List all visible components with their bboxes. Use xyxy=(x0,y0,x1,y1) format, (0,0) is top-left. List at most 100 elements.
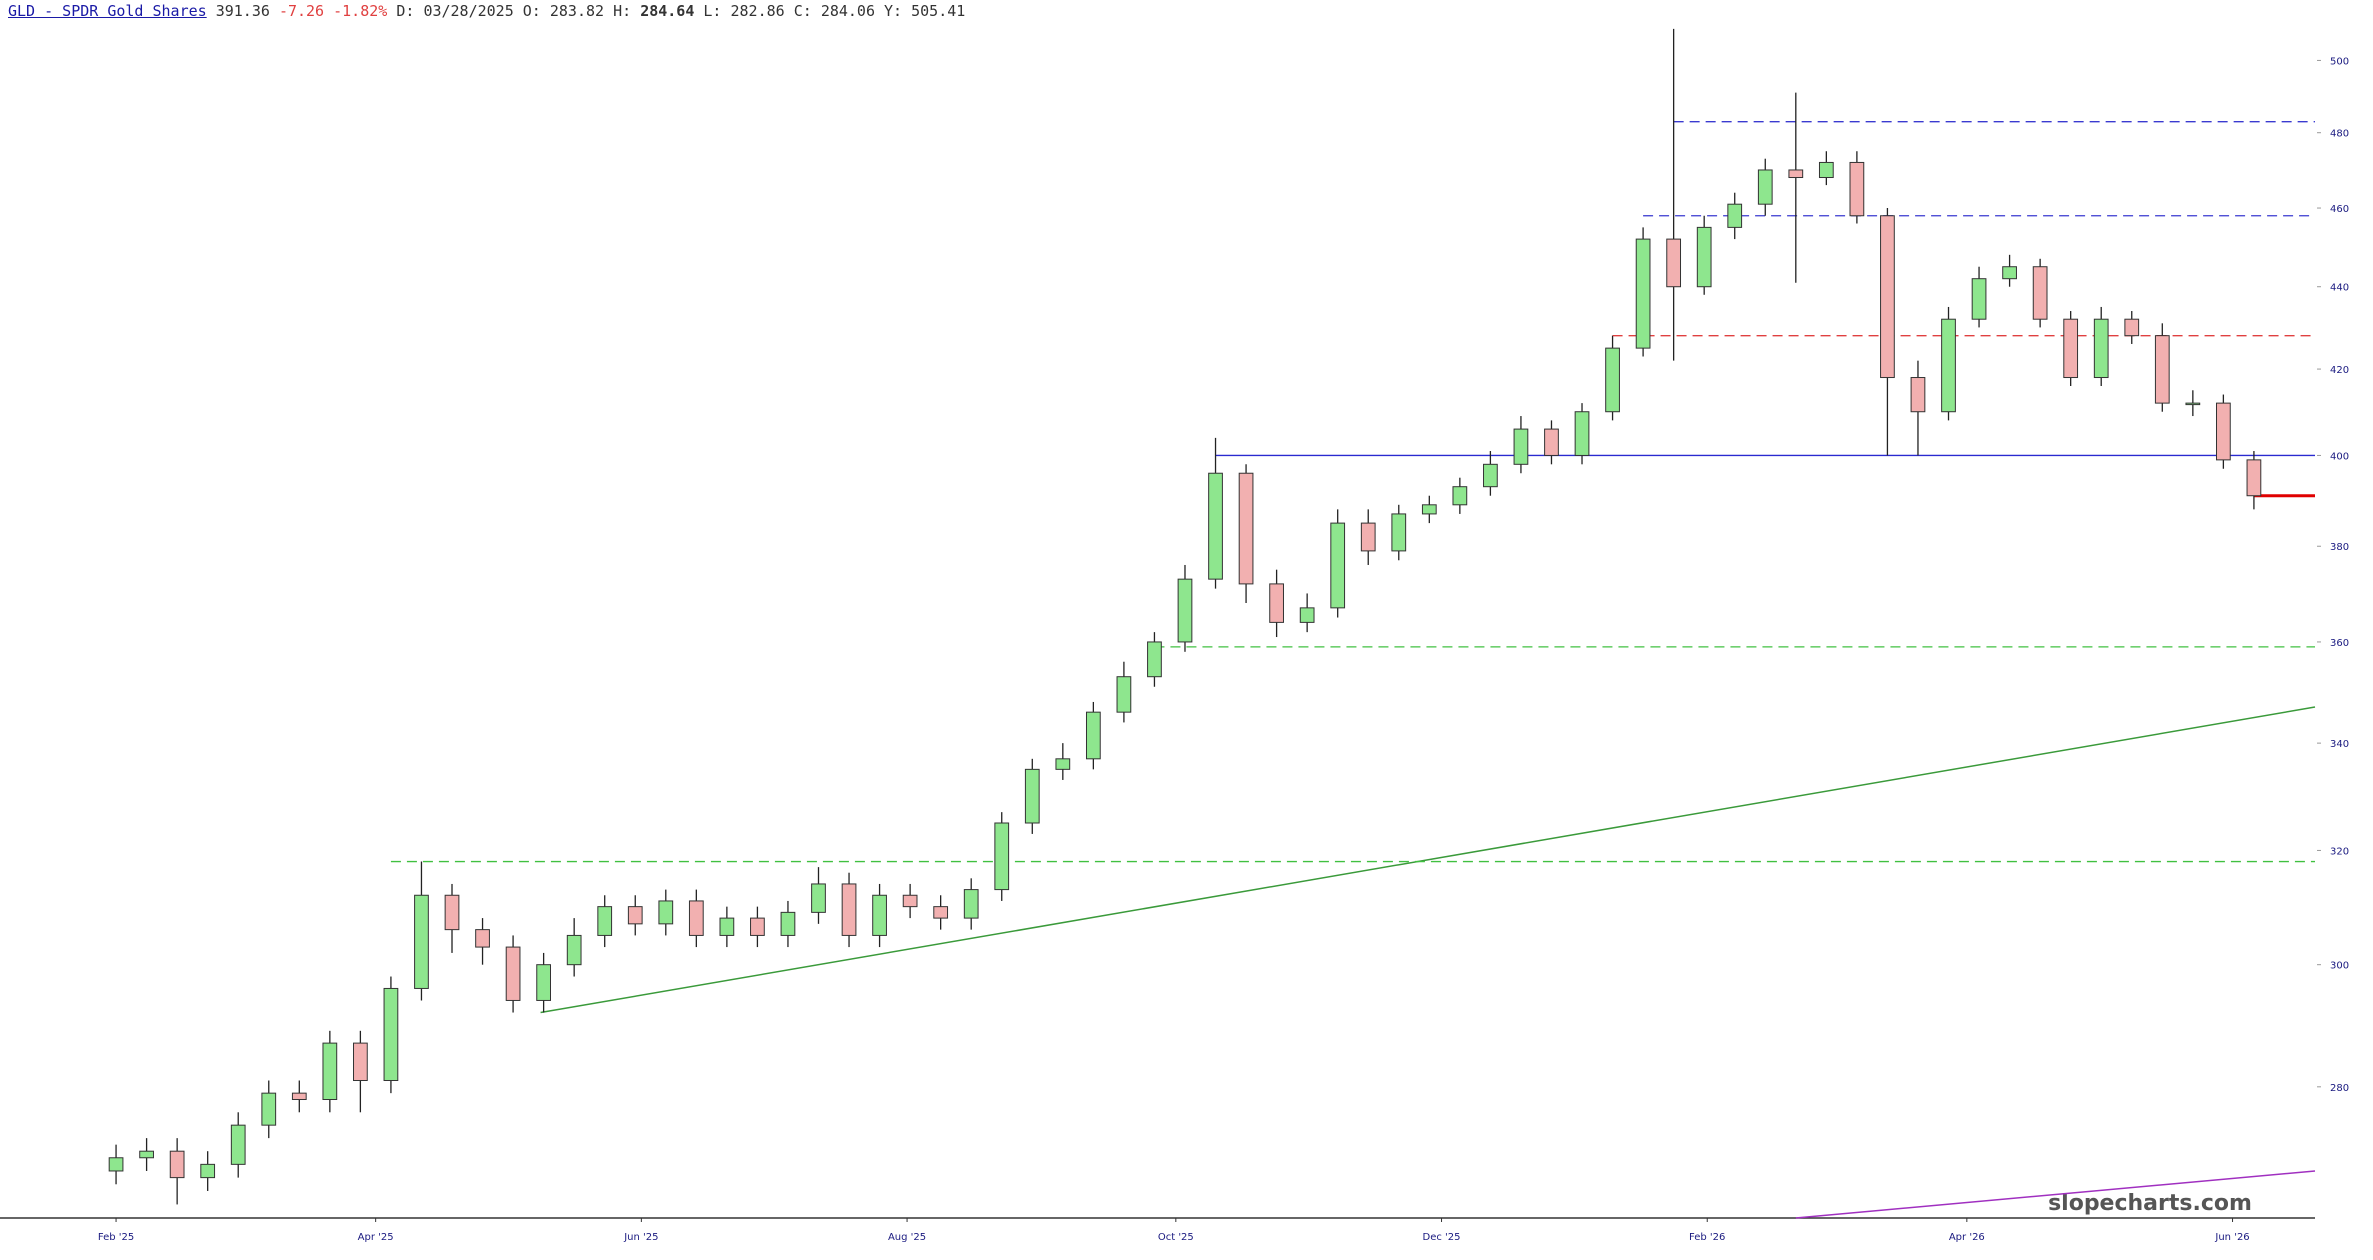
change: -7.26 xyxy=(278,2,325,20)
field-value: 283.82 xyxy=(549,2,605,20)
candle-body xyxy=(1238,472,1254,585)
field-value: 284.64 xyxy=(640,2,695,20)
y-tick-label: 300 xyxy=(2330,961,2349,972)
candle-body xyxy=(2154,335,2170,404)
candle-body xyxy=(1941,318,1956,413)
candle-body xyxy=(1666,238,1682,288)
candle-body xyxy=(1147,641,1162,678)
candle-body xyxy=(1727,203,1743,228)
candle-body xyxy=(2002,266,2017,280)
last-price: 391.36 xyxy=(215,2,270,20)
candle-body xyxy=(750,917,765,936)
candle-body xyxy=(505,946,521,1001)
x-tick-label: Feb '25 xyxy=(98,1232,134,1243)
candle-body xyxy=(261,1092,277,1126)
watermark: slopecharts.com xyxy=(2048,1191,2252,1216)
x-tick-label: Feb '26 xyxy=(1689,1232,1725,1243)
candle-body xyxy=(1696,226,1712,288)
candle-body xyxy=(414,894,429,989)
candle-body xyxy=(994,822,1010,891)
field-value: 03/28/2025 xyxy=(423,2,514,20)
candle-body xyxy=(1208,472,1223,580)
candle-body xyxy=(1574,411,1590,456)
y-tick-label: 280 xyxy=(2330,1083,2349,1094)
ohlc-fields: D: 03/28/2025 O: 283.82 H: 284.64 L: 282… xyxy=(396,2,974,20)
x-tick-label: Oct '25 xyxy=(1158,1232,1194,1243)
candle-body xyxy=(902,894,918,908)
candle-body xyxy=(811,883,826,913)
y-tick-label: 460 xyxy=(2330,204,2349,215)
candle-body xyxy=(1971,278,1987,320)
candle-body xyxy=(1788,169,1804,179)
field-value: 505.41 xyxy=(911,2,966,20)
candle-body xyxy=(719,917,735,936)
field-label: C: xyxy=(793,2,812,20)
trendline xyxy=(540,706,2316,1014)
candle-body xyxy=(1544,428,1559,456)
candle-body xyxy=(1483,463,1498,488)
field-label: D: xyxy=(396,2,415,20)
candle-body xyxy=(566,934,582,966)
field-label: O: xyxy=(522,2,541,20)
ticker-link[interactable]: GLD - SPDR Gold Shares xyxy=(8,2,207,20)
candle-body xyxy=(872,894,887,936)
candle-body xyxy=(627,906,643,925)
candle-body xyxy=(169,1150,185,1179)
candle-body xyxy=(2246,459,2262,497)
candle-body xyxy=(475,929,490,948)
candle-body xyxy=(1330,522,1346,609)
field-label: L: xyxy=(703,2,722,20)
candle-body xyxy=(841,883,857,936)
candle-body xyxy=(353,1042,368,1082)
candle-body xyxy=(1880,215,1895,379)
candle-body xyxy=(1116,676,1132,713)
candle-body xyxy=(139,1150,154,1159)
candle-body xyxy=(1605,347,1620,413)
y-tick-label: 500 xyxy=(2330,56,2349,67)
candle-body xyxy=(536,964,551,1001)
x-tick-label: Jun '25 xyxy=(623,1232,658,1243)
candle-body xyxy=(780,911,796,936)
candle-body xyxy=(1085,711,1101,760)
candle-body xyxy=(1635,238,1651,349)
candle-body xyxy=(2093,318,2109,379)
trendline xyxy=(1795,1170,2316,1219)
candle-body xyxy=(1818,161,1834,179)
field-label: H: xyxy=(613,2,632,20)
y-tick-label: 360 xyxy=(2330,638,2349,649)
y-tick-label: 400 xyxy=(2330,451,2349,462)
candle-body xyxy=(1421,504,1437,515)
y-tick-label: 440 xyxy=(2330,283,2349,294)
candle-body xyxy=(200,1163,216,1179)
candle-body xyxy=(230,1124,246,1165)
candle-body xyxy=(1360,522,1376,552)
x-tick-label: Aug '25 xyxy=(888,1232,926,1243)
x-tick-label: Apr '25 xyxy=(358,1232,394,1243)
candle-body xyxy=(1177,578,1193,643)
header: GLD - SPDR Gold Shares 391.36 -7.26 -1.8… xyxy=(8,2,974,20)
change-pct: -1.82% xyxy=(333,2,388,20)
candle-body xyxy=(1452,486,1468,506)
x-tick-label: Apr '26 xyxy=(1949,1232,1985,1243)
candle-body xyxy=(1055,758,1071,770)
candle-body xyxy=(108,1157,124,1172)
field-value: 282.86 xyxy=(730,2,785,20)
candle-body xyxy=(2063,318,2079,379)
candle-body xyxy=(1391,513,1407,552)
candle-body xyxy=(383,987,399,1082)
candle-body xyxy=(1849,161,1865,217)
candle-body xyxy=(1024,768,1040,824)
candle-body xyxy=(688,900,704,936)
candle-body xyxy=(1513,428,1529,465)
y-tick-label: 380 xyxy=(2330,542,2349,553)
candle-body xyxy=(2216,402,2231,461)
y-tick-label: 420 xyxy=(2330,365,2349,376)
y-tick-label: 340 xyxy=(2330,739,2349,750)
x-tick-label: Dec '25 xyxy=(1423,1232,1461,1243)
candle-body xyxy=(933,906,949,919)
x-tick-label: Jun '26 xyxy=(2214,1232,2249,1243)
y-tick-label: 320 xyxy=(2330,846,2349,857)
candle-body xyxy=(322,1042,338,1101)
candle-body xyxy=(1299,607,1315,623)
